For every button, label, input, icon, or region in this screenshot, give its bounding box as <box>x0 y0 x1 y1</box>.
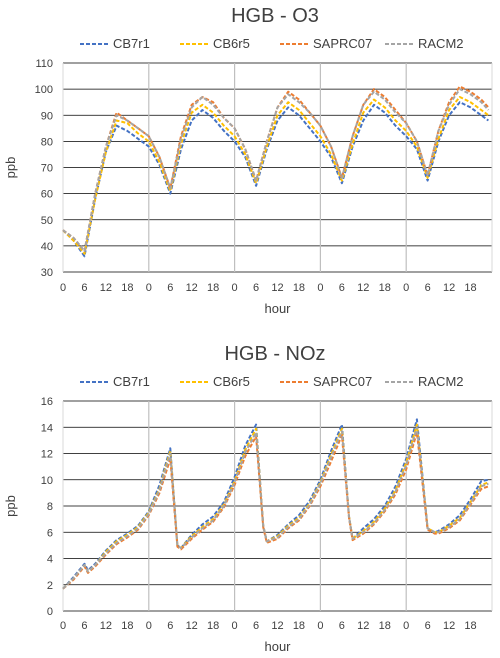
chart-1-ytick-label: 110 <box>35 58 53 70</box>
chart-1-legend-item-cb6r5: CB6r5 <box>180 36 250 51</box>
chart-2-xtick-label: 6 <box>81 620 87 632</box>
chart-2-series-saprc07 <box>62 431 489 590</box>
chart-2-legend-item-racm2: RACM2 <box>385 374 464 389</box>
chart-1-xtick-label: 12 <box>443 282 455 294</box>
chart-2-xtick-label: 6 <box>253 620 259 632</box>
chart-1-legend-item-cb7r1: CB7r1 <box>80 36 150 51</box>
chart-1-ytick-label: 70 <box>41 163 53 175</box>
chart-1-legend-label: CB7r1 <box>113 36 150 51</box>
chart-1-ytick-label: 50 <box>41 215 53 227</box>
chart-1-xtick-label: 18 <box>121 282 133 294</box>
chart-2-ytick-label: 10 <box>41 475 53 487</box>
chart-1-xtick-label: 18 <box>464 282 476 294</box>
chart-1-series-racm2 <box>62 88 490 253</box>
chart-2-ylabel: ppb <box>3 495 18 517</box>
chart-2-ytick-label: 16 <box>41 396 53 408</box>
chart-2-xtick-label: 0 <box>317 620 323 632</box>
chart-1-xtick-label: 12 <box>186 282 198 294</box>
chart-2-legend-label: CB7r1 <box>113 374 150 389</box>
chart-1-legend-item-racm2: RACM2 <box>385 36 464 51</box>
chart-1-series-cb7r1 <box>62 101 489 258</box>
chart-2-ytick-label: 0 <box>47 606 53 618</box>
chart-2-xlabel: hour <box>264 639 291 654</box>
chart-1-xtick-label: 0 <box>60 282 66 294</box>
chart-2-legend-label: CB6r5 <box>213 374 250 389</box>
chart-2-xtick-label: 12 <box>443 620 455 632</box>
chart-2: HGB - NOz CB7r1 CB6r5 SAPRC07 RACM2 0 2 4 6 8 10 12… <box>3 343 493 654</box>
chart-1-title: HGB - O3 <box>231 5 319 27</box>
chart-1-series-cb6r5 <box>62 96 489 255</box>
chart-1-xtick-label: 12 <box>100 282 112 294</box>
chart-2-xtick-label: 0 <box>146 620 152 632</box>
chart-2-xtick-label: 12 <box>357 620 369 632</box>
chart-1-ytick-label: 60 <box>41 189 53 201</box>
chart-1-ylabel: ppb <box>3 157 18 179</box>
chart-2-ytick-label: 12 <box>41 449 53 461</box>
chart-2-legend-label: SAPRC07 <box>313 374 372 389</box>
chart-1-ytick-label: 80 <box>41 136 53 148</box>
chart-2-title: HGB - NOz <box>224 343 325 365</box>
chart-1-ytick-label: 90 <box>41 110 53 122</box>
chart-1-xtick-label: 6 <box>425 282 431 294</box>
chart-2-ytick-label: 4 <box>47 554 53 566</box>
chart-1-xtick-label: 0 <box>317 282 323 294</box>
chart-2-xtick-label: 6 <box>425 620 431 632</box>
chart-2-xtick-label: 6 <box>339 620 345 632</box>
chart-2-ytick-label: 14 <box>41 422 53 434</box>
chart-2-legend-item-cb6r5: CB6r5 <box>180 374 250 389</box>
chart-1-ytick-label: 100 <box>35 84 53 96</box>
chart-1-xtick-label: 6 <box>339 282 345 294</box>
chart-1-xtick-label: 0 <box>232 282 238 294</box>
chart-1-xtick-label: 12 <box>271 282 283 294</box>
chart-2-xtick-label: 0 <box>232 620 238 632</box>
chart-1-xtick-label: 0 <box>403 282 409 294</box>
chart-1-xtick-label: 0 <box>146 282 152 294</box>
chart-2-xtick-label: 12 <box>271 620 283 632</box>
chart-1-xlabel: hour <box>264 301 291 316</box>
chart-2-legend-item-saprc07: SAPRC07 <box>280 374 372 389</box>
chart-2-xtick-label: 0 <box>60 620 66 632</box>
chart-2-xtick-label: 0 <box>403 620 409 632</box>
chart-2-xtick-label: 6 <box>167 620 173 632</box>
chart-2-xtick-label: 18 <box>464 620 476 632</box>
chart-1-xtick-label: 18 <box>207 282 219 294</box>
chart-2-xtick-label: 18 <box>121 620 133 632</box>
chart-1-legend-label: CB6r5 <box>213 36 250 51</box>
chart-2-xtick-label: 18 <box>379 620 391 632</box>
chart-1-xtick-label: 18 <box>293 282 305 294</box>
chart-2-ytick-label: 2 <box>47 580 53 592</box>
chart-2-xtick-label: 18 <box>207 620 219 632</box>
chart-1-xtick-label: 18 <box>379 282 391 294</box>
chart-1-xtick-label: 6 <box>81 282 87 294</box>
chart-2-ytick-label: 6 <box>47 527 53 539</box>
chart-2-series-racm2 <box>62 426 489 590</box>
chart-2-xtick-label: 12 <box>186 620 198 632</box>
chart-1-legend-label: RACM2 <box>418 36 464 51</box>
chart-2-legend-label: RACM2 <box>418 374 464 389</box>
chart-1-ytick-label: 30 <box>41 267 53 279</box>
chart-2-ytick-label: 8 <box>47 501 53 513</box>
chart-2-xtick-label: 12 <box>100 620 112 632</box>
chart-2-xtick-label: 18 <box>293 620 305 632</box>
chart-1-legend-label: SAPRC07 <box>313 36 372 51</box>
chart-2-legend-item-cb7r1: CB7r1 <box>80 374 150 389</box>
chart-1-legend-item-saprc07: SAPRC07 <box>280 36 372 51</box>
chart-1-xtick-label: 6 <box>253 282 259 294</box>
chart-1-xtick-label: 6 <box>167 282 173 294</box>
chart-1-ytick-label: 40 <box>41 241 53 253</box>
chart-1-xtick-label: 12 <box>357 282 369 294</box>
